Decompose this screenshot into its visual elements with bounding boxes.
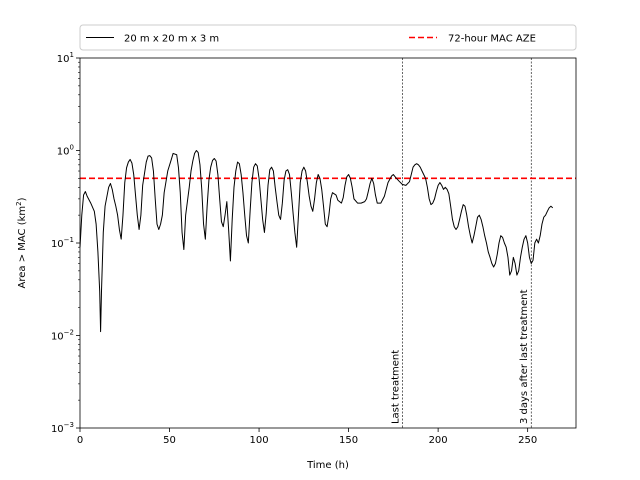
y-tick-label: 10−3 bbox=[51, 421, 74, 435]
y-axis-label-main: Area > MAC (km bbox=[17, 206, 28, 289]
x-tick-label: 250 bbox=[518, 435, 537, 446]
x-tick-label: 0 bbox=[77, 435, 83, 446]
y-axis-label-close: ) bbox=[17, 197, 28, 201]
legend-label-threshold: 72-hour MAC AZE bbox=[448, 34, 536, 45]
data-layer: Last treatment 3 days after last treatmen… bbox=[79, 58, 576, 428]
annotation-label-1: 3 days after last treatment bbox=[519, 289, 530, 424]
x-tick-label: 100 bbox=[250, 435, 269, 446]
x-tick-label: 200 bbox=[429, 435, 448, 446]
x-axis-label: Time (h) bbox=[306, 460, 349, 471]
x-axis: 0 50 100 150 200 250 bbox=[77, 428, 537, 446]
y-tick-label: 10−2 bbox=[51, 329, 74, 343]
y-tick-label: 101 bbox=[57, 51, 74, 65]
x-tick-label: 150 bbox=[339, 435, 358, 446]
y-axis-label: Area > MAC (km2) bbox=[15, 197, 28, 288]
legend-box bbox=[79, 24, 577, 51]
y-tick-label: 10−1 bbox=[51, 236, 74, 250]
y-axis-label-sup: 2 bbox=[15, 201, 23, 205]
annotation-label-0: Last treatment bbox=[390, 350, 401, 424]
series-main-line bbox=[79, 150, 554, 333]
legend-label-main: 20 m x 20 m x 3 m bbox=[124, 34, 219, 45]
y-axis: 10−3 10−2 10−1 100 101 bbox=[51, 51, 80, 435]
y-tick-label: 100 bbox=[57, 144, 74, 158]
legend: 20 m x 20 m x 3 m 72-hour MAC AZE bbox=[79, 24, 577, 51]
x-tick-label: 50 bbox=[163, 435, 176, 446]
